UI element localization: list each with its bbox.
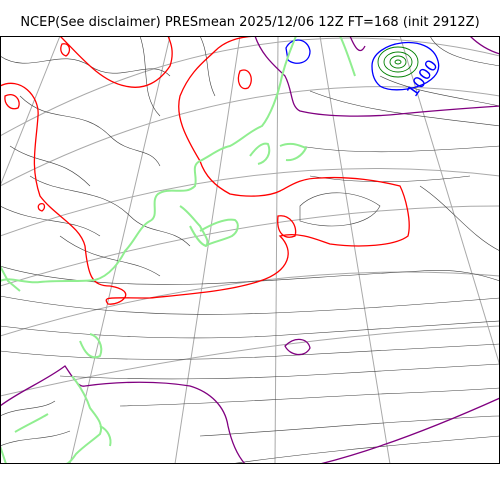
- parallel-line: [0, 168, 500, 237]
- parallel-line: [0, 205, 500, 287]
- coastline: [0, 36, 297, 284]
- isobar-1012-line: [0, 36, 410, 305]
- low-center-ring: [377, 46, 419, 78]
- low-center-ring: [389, 55, 407, 69]
- low-center-ring: [383, 51, 413, 73]
- isobar: [0, 430, 71, 447]
- coastline: [99, 425, 112, 447]
- isobar-1024-line: [469, 36, 500, 55]
- isobar: [199, 415, 500, 437]
- meridian-line: [0, 36, 61, 187]
- isobar: [19, 95, 161, 167]
- thin-isobars: [0, 36, 500, 464]
- isobar: [419, 185, 500, 252]
- meridian-line: [174, 36, 241, 464]
- isobar: [379, 75, 500, 107]
- isobar: [0, 320, 500, 339]
- isobar: [59, 363, 500, 380]
- parallel-line: [0, 86, 500, 187]
- isobar-1012-line: [4, 94, 20, 110]
- low-center-ring: [394, 59, 402, 65]
- isobar-1012-line: [37, 202, 46, 212]
- coastline: [249, 142, 271, 165]
- isobar-1024-line: [254, 36, 500, 117]
- map-border: [0, 36, 500, 464]
- meridian-line: [319, 36, 391, 464]
- isobar: [299, 192, 381, 227]
- isobar-1012-line: [237, 69, 252, 90]
- isobar: [9, 145, 91, 187]
- isobar-1024-line: [349, 36, 366, 52]
- coastline: [339, 36, 356, 77]
- meridian-line: [274, 36, 279, 464]
- isobar: [29, 175, 191, 247]
- parallel-line: [0, 325, 500, 397]
- map-frame: 1000: [0, 36, 500, 464]
- low-center-contours: [377, 46, 419, 78]
- isobar: [139, 36, 161, 117]
- isobar: [59, 235, 161, 277]
- coastline: [65, 375, 102, 464]
- isobar-1012-line: [60, 43, 71, 57]
- isobar-1012: [0, 36, 410, 305]
- map-title: NCEP(See disclaimer) PRESmean 2025/12/06…: [20, 15, 480, 30]
- isobar: [0, 343, 500, 360]
- coastline: [14, 413, 49, 433]
- isobar: [229, 435, 500, 464]
- isobar: [0, 205, 101, 237]
- meridian-lines: [0, 36, 500, 464]
- isobar-1024-line: [0, 365, 246, 464]
- isobar: [309, 90, 500, 127]
- isobar-1024-line: [284, 338, 311, 356]
- isobar: [0, 295, 500, 315]
- coastline: [279, 142, 307, 162]
- isobar-1012-line: [277, 215, 297, 238]
- isobar: [299, 145, 500, 153]
- parallel-line: [0, 37, 500, 137]
- isobar: [309, 175, 471, 183]
- coastlines: [0, 36, 356, 464]
- coastline: [179, 205, 209, 247]
- isobar: [0, 400, 56, 417]
- isobar-1024-line: [319, 397, 500, 464]
- isobar-1012-line: [59, 36, 173, 88]
- isobar: [119, 387, 500, 407]
- meridian-line: [399, 36, 500, 367]
- isobar-1000-line: [371, 41, 440, 91]
- coastline: [0, 265, 21, 292]
- isobar: [199, 36, 216, 97]
- isobar: [429, 36, 500, 67]
- parallel-lines: [0, 37, 500, 397]
- coastline: [79, 333, 103, 359]
- coastline: [199, 218, 239, 247]
- isobar-1024: [0, 36, 500, 464]
